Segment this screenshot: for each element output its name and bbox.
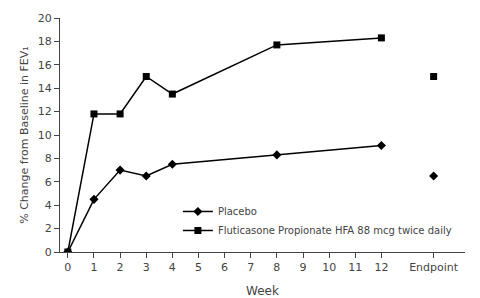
svg-text:10: 10 (322, 261, 336, 274)
svg-text:5: 5 (195, 261, 202, 274)
svg-text:4: 4 (45, 199, 52, 212)
svg-text:12: 12 (374, 261, 388, 274)
svg-text:0: 0 (45, 246, 52, 259)
svg-text:18: 18 (38, 35, 52, 48)
svg-text:12: 12 (38, 105, 52, 118)
svg-text:20: 20 (38, 12, 52, 25)
svg-text:0: 0 (64, 261, 71, 274)
svg-text:14: 14 (38, 82, 52, 95)
svg-text:Endpoint: Endpoint (409, 261, 459, 274)
svg-text:4: 4 (169, 261, 176, 274)
svg-text:3: 3 (143, 261, 150, 274)
svg-text:8: 8 (273, 261, 280, 274)
svg-text:Week: Week (246, 284, 279, 298)
svg-text:1: 1 (90, 261, 97, 274)
svg-text:% Change from Baseline in FEV₁: % Change from Baseline in FEV₁ (18, 46, 31, 224)
svg-text:Fluticasone Propionate HFA 88: Fluticasone Propionate HFA 88 mcg twice … (218, 225, 452, 236)
svg-text:6: 6 (45, 176, 52, 189)
svg-text:2: 2 (45, 222, 52, 235)
svg-text:2: 2 (117, 261, 124, 274)
svg-text:16: 16 (38, 59, 52, 72)
svg-text:7: 7 (247, 261, 254, 274)
svg-text:Placebo: Placebo (218, 206, 257, 217)
svg-text:8: 8 (45, 152, 52, 165)
svg-text:6: 6 (221, 261, 228, 274)
svg-text:11: 11 (348, 261, 362, 274)
svg-text:9: 9 (300, 261, 307, 274)
svg-text:10: 10 (38, 129, 52, 142)
